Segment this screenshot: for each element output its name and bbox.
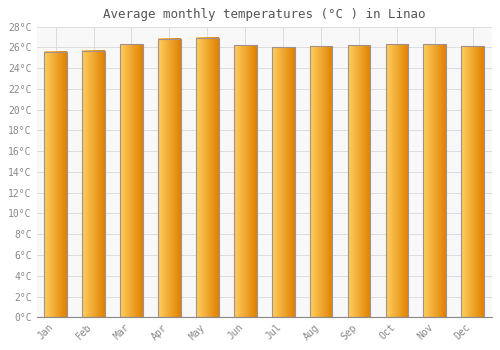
Bar [424,44,446,317]
Bar [196,38,218,317]
Bar [158,39,181,317]
Bar [120,44,143,317]
Bar [348,46,370,317]
Bar [82,50,105,317]
Bar [272,47,294,317]
Bar [386,44,408,317]
Bar [462,47,484,317]
Bar [310,47,332,317]
Title: Average monthly temperatures (°C ) in Linao: Average monthly temperatures (°C ) in Li… [103,8,426,21]
Bar [44,51,67,317]
Bar [234,46,256,317]
